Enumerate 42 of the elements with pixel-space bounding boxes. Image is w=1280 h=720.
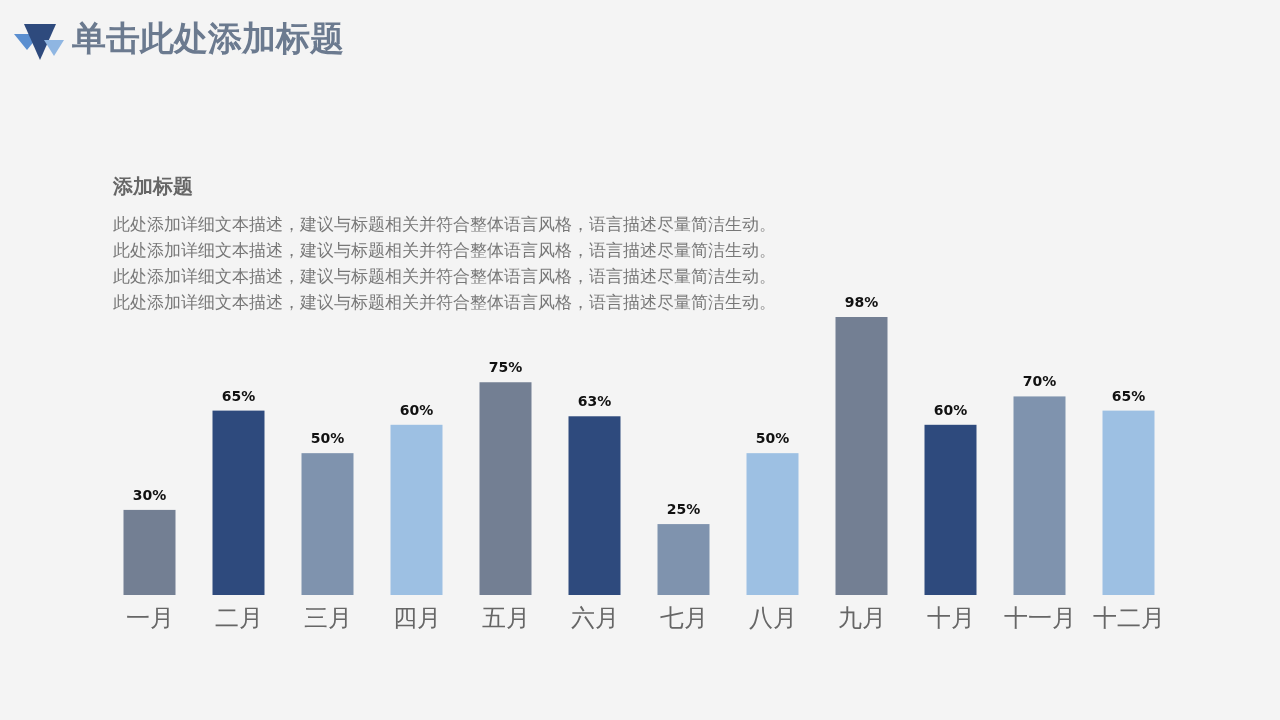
bar bbox=[123, 509, 176, 595]
bar bbox=[212, 410, 265, 595]
bar bbox=[924, 424, 977, 595]
bar bbox=[301, 453, 354, 595]
x-tick-label: 八月 bbox=[748, 604, 797, 632]
data-label: 65% bbox=[1111, 387, 1146, 404]
x-tick-label: 三月 bbox=[303, 604, 352, 632]
data-label: 50% bbox=[310, 430, 345, 447]
x-tick-label: 九月 bbox=[837, 604, 886, 632]
bar bbox=[1102, 410, 1155, 595]
text: 此处添加详细文本描述，建议与标题相关并符合整体语言风格，语言描述尽量简洁生动。 bbox=[113, 292, 776, 312]
data-label: 30% bbox=[132, 486, 167, 503]
x-tick-label: 四月 bbox=[392, 604, 441, 632]
chart-subtitle: 添加标题 bbox=[112, 174, 193, 198]
data-label: 63% bbox=[577, 393, 612, 410]
data-label: 60% bbox=[933, 401, 968, 418]
data-label: 50% bbox=[755, 430, 790, 447]
data-label: 65% bbox=[221, 387, 256, 404]
text: 此处添加详细文本描述，建议与标题相关并符合整体语言风格，语言描述尽量简洁生动。 bbox=[113, 214, 776, 234]
data-label: 98% bbox=[844, 294, 879, 310]
x-tick-label: 十二月 bbox=[1092, 604, 1165, 632]
bar bbox=[1013, 396, 1066, 595]
data-label: 75% bbox=[488, 359, 523, 376]
x-tick-label: 十月 bbox=[926, 604, 975, 632]
x-tick-label: 一月 bbox=[125, 604, 174, 632]
data-label: 25% bbox=[666, 501, 701, 518]
x-tick-label: 六月 bbox=[570, 604, 619, 632]
x-tick-label: 二月 bbox=[214, 604, 263, 632]
bar bbox=[479, 382, 532, 595]
bar bbox=[657, 524, 710, 595]
x-tick-label: 五月 bbox=[481, 604, 530, 632]
text: 此处添加详细文本描述，建议与标题相关并符合整体语言风格，语言描述尽量简洁生动。 bbox=[113, 266, 776, 286]
bar bbox=[390, 424, 443, 595]
text: 此处添加详细文本描述，建议与标题相关并符合整体语言风格，语言描述尽量简洁生动。 bbox=[113, 240, 776, 260]
bar bbox=[568, 416, 621, 595]
bar bbox=[835, 317, 888, 595]
bar bbox=[746, 453, 799, 595]
x-tick-label: 十一月 bbox=[1003, 604, 1076, 632]
data-label: 70% bbox=[1022, 373, 1057, 390]
chart-title: 单击此处添加标题 bbox=[71, 18, 344, 58]
x-tick-label: 七月 bbox=[659, 604, 708, 632]
data-label: 60% bbox=[399, 401, 434, 418]
